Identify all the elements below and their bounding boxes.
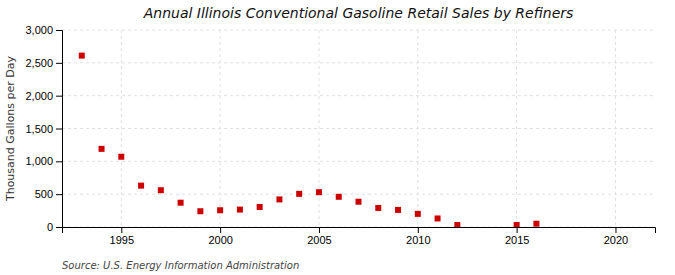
- point: [435, 215, 441, 221]
- tick: 1995: [110, 227, 134, 246]
- tick-label: 2015: [505, 234, 529, 246]
- point: [217, 207, 223, 213]
- tick-mark: [615, 227, 616, 233]
- point: [118, 154, 124, 160]
- source: Source: U.S. Energy Information Administ…: [62, 260, 299, 271]
- axis-line: [63, 228, 656, 234]
- tick-mark: [56, 227, 62, 228]
- tick-label: 1995: [110, 234, 134, 246]
- tick: 2,500: [25, 57, 62, 69]
- tick-label: 1,500: [25, 123, 53, 135]
- tick-mark: [56, 63, 62, 64]
- point: [533, 221, 539, 227]
- point: [356, 199, 362, 205]
- tick-mark: [56, 129, 62, 130]
- grid-line: [62, 95, 655, 96]
- tick: 2,000: [25, 90, 62, 102]
- tick-label: 2020: [604, 234, 628, 246]
- axis-line: [56, 31, 63, 228]
- grid-line: [62, 161, 655, 162]
- tick-mark: [121, 227, 122, 233]
- point: [197, 208, 203, 214]
- tick-label: 1,000: [25, 155, 53, 167]
- point: [415, 211, 421, 217]
- grid: [62, 30, 655, 227]
- tick: 2005: [307, 227, 331, 246]
- tick: 500: [35, 188, 62, 200]
- tick-label: 3,000: [25, 24, 53, 36]
- grid-line: [121, 30, 122, 227]
- tick: 2000: [208, 227, 232, 246]
- grid-line: [62, 128, 655, 129]
- tick-label: 2,500: [25, 57, 53, 69]
- point: [514, 222, 520, 227]
- tick-mark: [319, 227, 320, 233]
- x-axis: 1995 2000 2005 2010 2015 2020: [63, 227, 656, 246]
- point: [296, 191, 302, 197]
- tick-mark: [220, 227, 221, 233]
- point: [138, 183, 144, 189]
- tick: 1,500: [25, 123, 62, 135]
- tick: 2015: [505, 227, 529, 246]
- point: [316, 189, 322, 195]
- tick-label: 2,000: [25, 90, 53, 102]
- tick: 2020: [604, 227, 628, 246]
- title: Annual Illinois Conventional Gasoline Re…: [143, 5, 574, 21]
- point: [276, 196, 282, 202]
- tick: 3,000: [25, 24, 62, 36]
- grid-line: [62, 194, 655, 195]
- tick-label: 2000: [208, 234, 232, 246]
- grid-line: [516, 30, 517, 227]
- tick-label: 2005: [307, 234, 331, 246]
- y-axis: 0 500 1,000 1,500 2,000 2,500 3,000: [25, 24, 62, 233]
- point: [99, 146, 105, 152]
- chart: 1995 2000 2005 2010 2015 2020 0 500 1,000 1,500 2,…: [0, 0, 675, 275]
- y-axis-title: Thousand Gallons per Day: [4, 55, 17, 202]
- point: [158, 187, 164, 193]
- points: [79, 53, 540, 227]
- point: [178, 200, 184, 206]
- tick-mark: [56, 30, 62, 31]
- tick-mark: [56, 96, 62, 97]
- point: [79, 53, 85, 59]
- tick: 2010: [406, 227, 430, 246]
- point: [237, 207, 243, 213]
- grid-line: [318, 30, 319, 227]
- tick-mark: [56, 161, 62, 162]
- tick: 0: [47, 221, 62, 233]
- tick-label: 0: [47, 221, 53, 233]
- tick-label: 2010: [406, 234, 430, 246]
- grid-line: [62, 62, 655, 63]
- point: [454, 222, 460, 227]
- tick: 1,000: [25, 155, 62, 167]
- grid-line: [62, 30, 655, 31]
- tick-mark: [418, 227, 419, 233]
- point: [257, 204, 263, 210]
- point: [336, 194, 342, 200]
- tick-mark: [56, 194, 62, 195]
- point: [375, 205, 381, 211]
- point: [395, 207, 401, 213]
- tick-label: 500: [35, 188, 53, 200]
- tick-mark: [517, 227, 518, 233]
- plot: 1995 2000 2005 2010 2015 2020 0 500 1,000 1,500 2,…: [25, 24, 655, 246]
